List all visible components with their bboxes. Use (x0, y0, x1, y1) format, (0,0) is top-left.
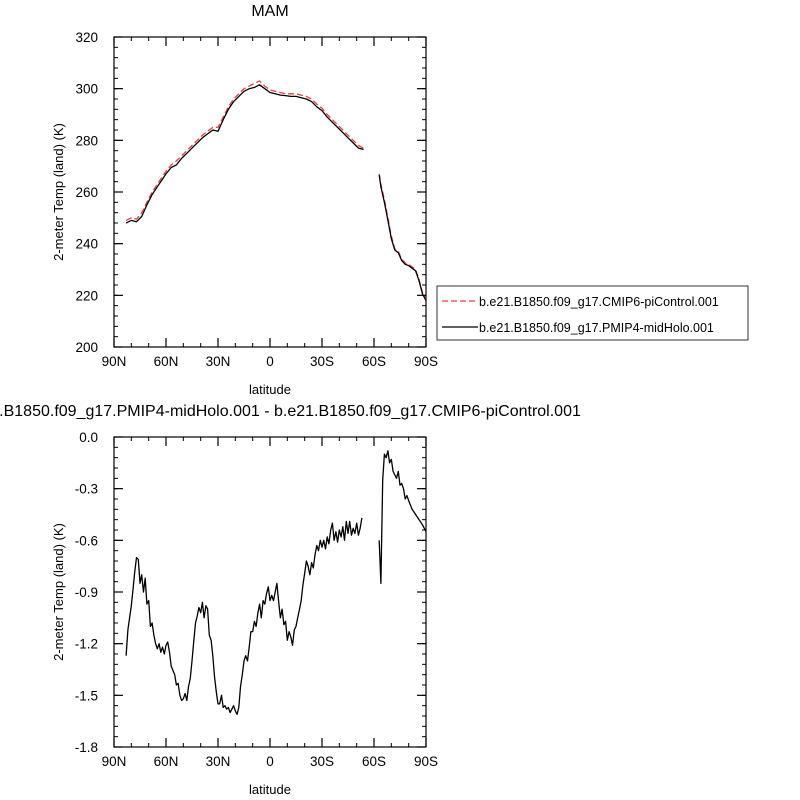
y-tick-label: 220 (75, 288, 98, 303)
x-tick-label: 0 (266, 354, 274, 369)
y-tick-label: -1.8 (75, 740, 98, 755)
legend-label-midholo: b.e21.B1850.f09_g17.PMIP4-midHolo.001 (479, 321, 714, 335)
y-tick-label: 260 (75, 185, 98, 200)
y-tick-label: -1.5 (75, 688, 98, 703)
y-tick-label: 200 (75, 340, 98, 355)
top-panel-temperature: MAM 90N 60N 30N 0 30S 60S 90S 200 220 240 260 280 300… (51, 3, 438, 397)
legend: b.e21.B1850.f09_g17.CMIP6-piControl.001b… (436, 285, 749, 341)
y-tick-label: 240 (75, 237, 98, 252)
x-tick-label: 30N (206, 754, 231, 769)
x-tick-label: 90S (414, 754, 438, 769)
y-tick-label: 300 (75, 82, 98, 97)
y-axis-label: 2-meter Temp (land) (K) (51, 523, 66, 661)
panel-title: b.e21.B1850.f09_g17.PMIP4-midHolo.001 - … (0, 403, 581, 420)
bottom-panel-difference: b.e21.B1850.f09_g17.PMIP4-midHolo.001 - … (0, 403, 581, 797)
y-tick-label: -0.3 (75, 482, 98, 497)
legend-box (436, 285, 749, 341)
x-tick-label: 30S (310, 354, 334, 369)
legend-label-picontrol: b.e21.B1850.f09_g17.CMIP6-piControl.001 (479, 295, 719, 309)
x-tick-label: 90N (102, 354, 127, 369)
panel-title: MAM (251, 3, 288, 20)
y-tick-label: 0.0 (79, 430, 98, 445)
y-tick-label: 280 (75, 133, 98, 148)
x-tick-label: 30N (206, 354, 231, 369)
plot-frame (113, 436, 427, 748)
x-axis-label: latitude (249, 382, 291, 397)
y-tick-label: -0.6 (75, 533, 98, 548)
x-tick-label: 60N (154, 354, 179, 369)
y-tick-label: -0.9 (75, 585, 98, 600)
x-tick-label: 0 (266, 754, 274, 769)
y-axis-label: 2-meter Temp (land) (K) (51, 123, 66, 261)
plot-frame (113, 36, 427, 348)
series-line-midholo (125, 84, 364, 224)
x-tick-label: 90S (414, 354, 438, 369)
x-axis-label: latitude (249, 782, 291, 797)
x-tick-label: 60S (362, 354, 386, 369)
x-tick-label: 60N (154, 754, 179, 769)
series-line-picontrol (125, 80, 364, 221)
x-tick-label: 90N (102, 754, 127, 769)
y-tick-label: 320 (75, 30, 98, 45)
series-line-difference (378, 450, 427, 585)
series-line-midholo (378, 175, 427, 301)
x-tick-label: 60S (362, 754, 386, 769)
y-tick-label: -1.2 (75, 637, 98, 652)
x-tick-label: 30S (310, 754, 334, 769)
series-line-difference (125, 517, 363, 715)
